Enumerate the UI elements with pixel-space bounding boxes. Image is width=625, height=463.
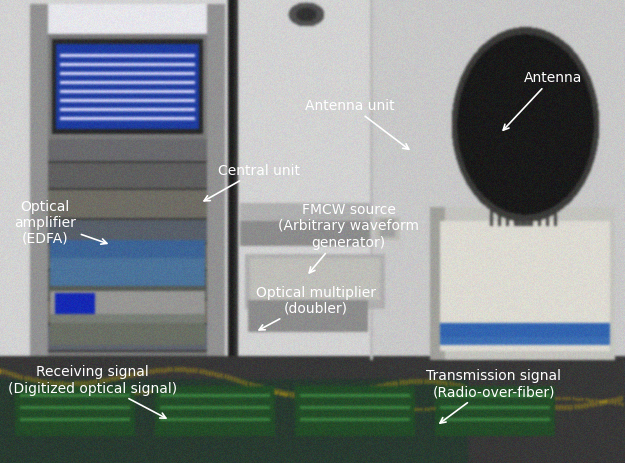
Text: FMCW source
(Arbitrary waveform
generator): FMCW source (Arbitrary waveform generato… — [278, 203, 419, 273]
Text: Optical multiplier
(doubler): Optical multiplier (doubler) — [256, 285, 376, 330]
Text: Antenna: Antenna — [503, 71, 582, 131]
Text: Optical
amplifier
(EDFA): Optical amplifier (EDFA) — [14, 199, 107, 245]
Text: Receiving signal
(Digitized optical signal): Receiving signal (Digitized optical sign… — [8, 364, 177, 418]
Text: Antenna unit: Antenna unit — [305, 99, 409, 150]
Text: Central unit: Central unit — [204, 163, 301, 201]
Text: Transmission signal
(Radio-over-fiber): Transmission signal (Radio-over-fiber) — [426, 368, 561, 423]
